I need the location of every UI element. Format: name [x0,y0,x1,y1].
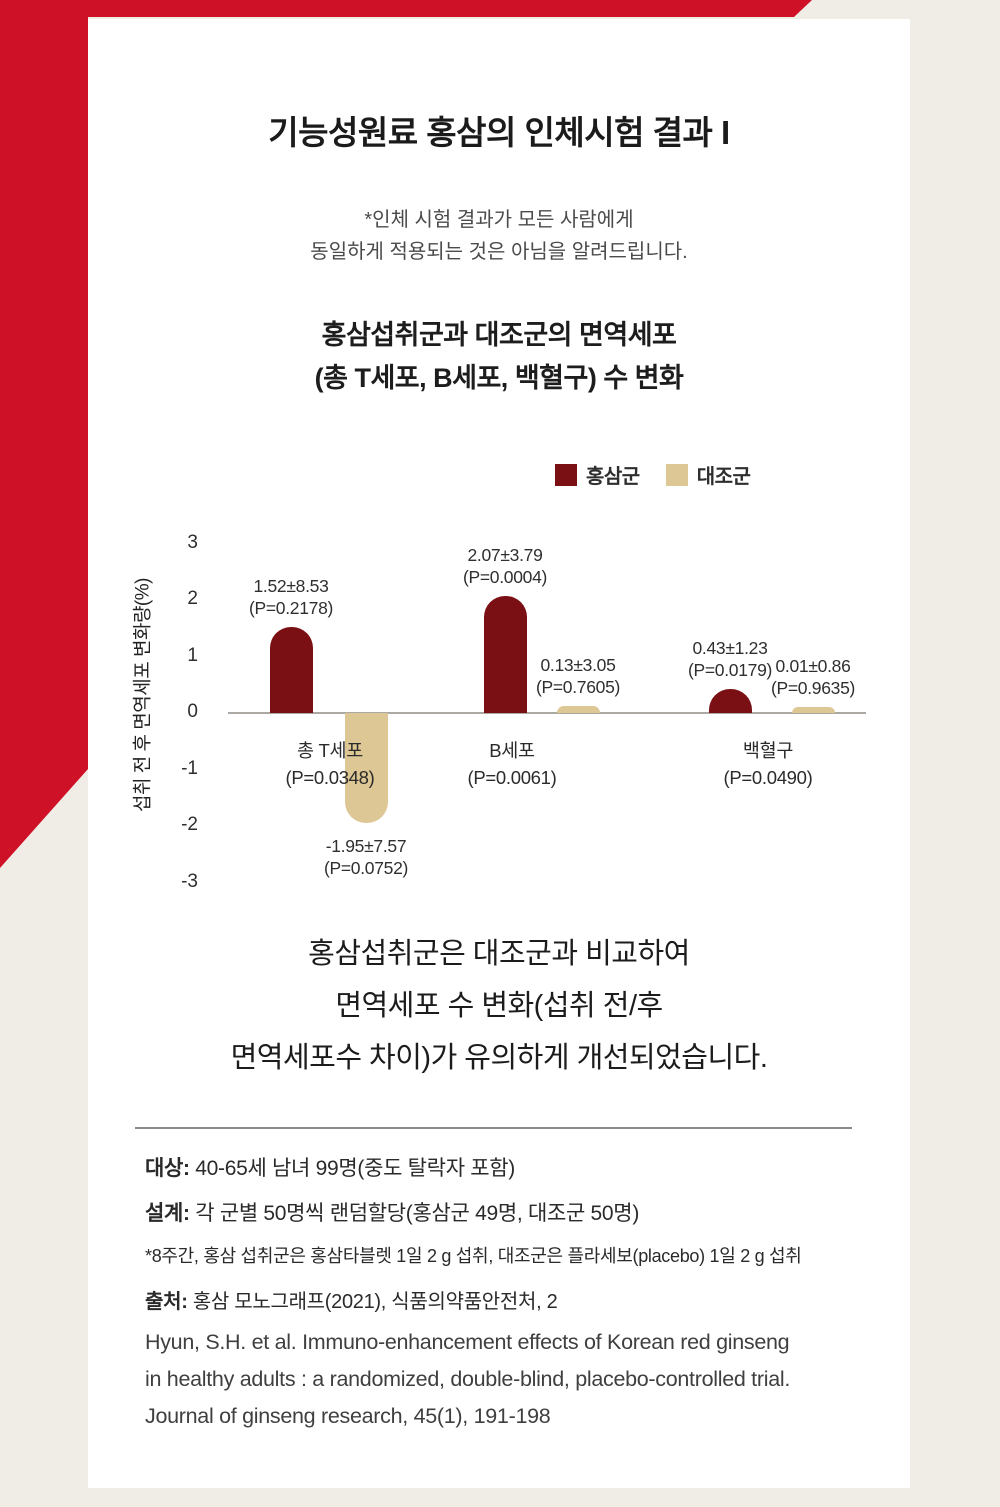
bar-control-cat1 [556,705,600,713]
value-mean-sd: 2.07±3.79 [467,545,543,566]
legend-item-red-ginseng-group: 홍삼군 [555,460,640,489]
content-card [88,19,910,1488]
detail-line-text: 40-65세 남녀 99명(중도 탈락자 포함) [189,1157,515,1180]
value-mean-sd: 0.43±1.23 [692,637,768,658]
detail-line: in healthy adults : a randomized, double… [145,1361,865,1398]
value-p-value: (P=0.0004) [462,567,548,588]
category-label-cat1: B세포 (P=0.0061) [467,737,556,791]
chart-legend: 홍삼군 대조군 [555,460,751,489]
details-section: 대상: 40-65세 남녀 99명(중도 탈락자 포함) 설계: 각 군별 50명… [145,1152,865,1435]
divider-line [135,1127,852,1129]
detail-line-label: 출처: [145,1291,188,1313]
bar-red-ginseng-cat1 [483,596,527,713]
value-mean-sd: 0.13±3.05 [540,654,616,675]
category-name: B세포 [489,740,535,761]
category-name: 백혈구 [742,740,794,761]
value-label-red-ginseng-cat2: 0.43±1.23 (P=0.0179) [688,637,772,681]
chart-title: 홍삼섭취군과 대조군의 면역세포 (총 T세포, B세포, 백혈구) 수 변화 [88,314,910,400]
legend-swatch-control [665,463,688,486]
value-label-control-cat1: 0.13±3.05 (P=0.7605) [536,654,620,698]
value-p-value: (P=0.9635) [770,678,856,698]
detail-line-text: *8주간, 홍삼 섭취군은 홍삼타블렛 1일 2 g 섭취, 대조군은 플라세보… [145,1246,802,1266]
value-p-value: (P=0.2178) [248,598,334,619]
conclusion-text: 홍삼섭취군은 대조군과 비교하여 면역세포 수 변화(섭취 전/후 면역세포수 … [88,928,910,1084]
value-label-red-ginseng-cat0: 1.52±8.53 (P=0.2178) [249,575,333,619]
y-tick-label: 1 [187,644,198,666]
detail-line: 대상: 40-65세 남녀 99명(중도 탈락자 포함) [145,1152,865,1182]
bar-control-cat0 [344,713,388,824]
y-tick-label: -1 [181,757,198,779]
y-tick-label: 3 [187,531,198,553]
conclusion-line-3: 면역세포수 차이)가 유의하게 개선되었습니다. [230,1042,768,1074]
category-p-value: (P=0.0061) [467,767,557,788]
value-label-red-ginseng-cat1: 2.07±3.79 (P=0.0004) [463,544,547,588]
value-label-control-cat0: -1.95±7.57 (P=0.0752) [324,835,408,879]
value-p-value: (P=0.7605) [535,676,621,697]
disclaimer-line-2: 동일하게 적용되는 것은 아님을 알려드립니다. [310,241,688,263]
category-name: 총 T세포 [296,740,363,761]
chart-title-line-1: 홍삼섭취군과 대조군의 면역세포 [321,320,677,350]
legend-label-red-ginseng: 홍삼군 [586,466,640,488]
detail-line-text: Journal of ginseng research, 45(1), 191-… [145,1404,551,1428]
disclaimer-line-1: *인체 시험 결과가 모든 사람에게 [364,209,634,231]
conclusion-line-2: 면역세포 수 변화(섭취 전/후 [335,990,663,1022]
legend-item-control-group: 대조군 [665,460,751,489]
legend-label-control: 대조군 [696,466,751,488]
legend-swatch-red-ginseng [555,463,577,486]
detail-line-text: 홍삼 모노그래프(2021), 식품의약품안전처, 2 [187,1291,558,1313]
detail-line: Journal of ginseng research, 45(1), 191-… [145,1398,865,1435]
detail-line: Hyun, S.H. et al. Immuno-enhancement eff… [145,1324,865,1361]
page-title: 기능성원료 홍삼의 인체시험 결과 I [268,114,730,151]
category-label-cat0: 총 T세포 (P=0.0348) [285,737,374,791]
detail-line: 설계: 각 군별 50명씩 랜덤할당(홍삼군 49명, 대조군 50명) [145,1197,865,1227]
value-mean-sd: 1.52±8.53 [253,576,329,597]
detail-line-label: 대상: [145,1157,190,1180]
value-mean-sd: 0.01±0.86 [775,656,851,676]
detail-line-text: Hyun, S.H. et al. Immuno-enhancement eff… [145,1330,790,1354]
bar-control-cat2 [791,707,835,713]
disclaimer-text: *인체 시험 결과가 모든 사람에게 동일하게 적용되는 것은 아님을 알려드립… [88,204,910,268]
detail-line: 출처: 홍삼 모노그래프(2021), 식품의약품안전처, 2 [145,1285,865,1314]
value-p-value: (P=0.0752) [323,858,409,879]
value-mean-sd: -1.95±7.57 [325,836,407,857]
detail-line-label: 설계: [145,1202,190,1225]
value-p-value: (P=0.0179) [687,659,773,680]
detail-line-text: in healthy adults : a randomized, double… [145,1367,790,1391]
chart-title-line-2: (총 T세포, B세포, 백혈구) 수 변화 [314,363,684,393]
category-p-value: (P=0.0348) [285,767,375,788]
category-p-value: (P=0.0490) [723,767,813,788]
detail-line: *8주간, 홍삼 섭취군은 홍삼타블렛 1일 2 g 섭취, 대조군은 플라세보… [145,1242,865,1268]
y-tick-label: 0 [187,701,198,722]
conclusion-line-1: 홍삼섭취군은 대조군과 비교하여 [308,938,690,970]
y-tick-label: -3 [181,870,198,892]
category-label-cat2: 백혈구 (P=0.0490) [723,737,812,791]
value-label-control-cat2: 0.01±0.86 (P=0.9635) [771,655,855,699]
y-tick-label: -2 [181,814,198,835]
y-tick-label: 2 [187,588,198,609]
bar-red-ginseng-cat0 [269,627,313,713]
x-axis-line [228,712,866,714]
detail-line-text: 각 군별 50명씩 랜덤할당(홍삼군 49명, 대조군 50명) [189,1202,640,1225]
